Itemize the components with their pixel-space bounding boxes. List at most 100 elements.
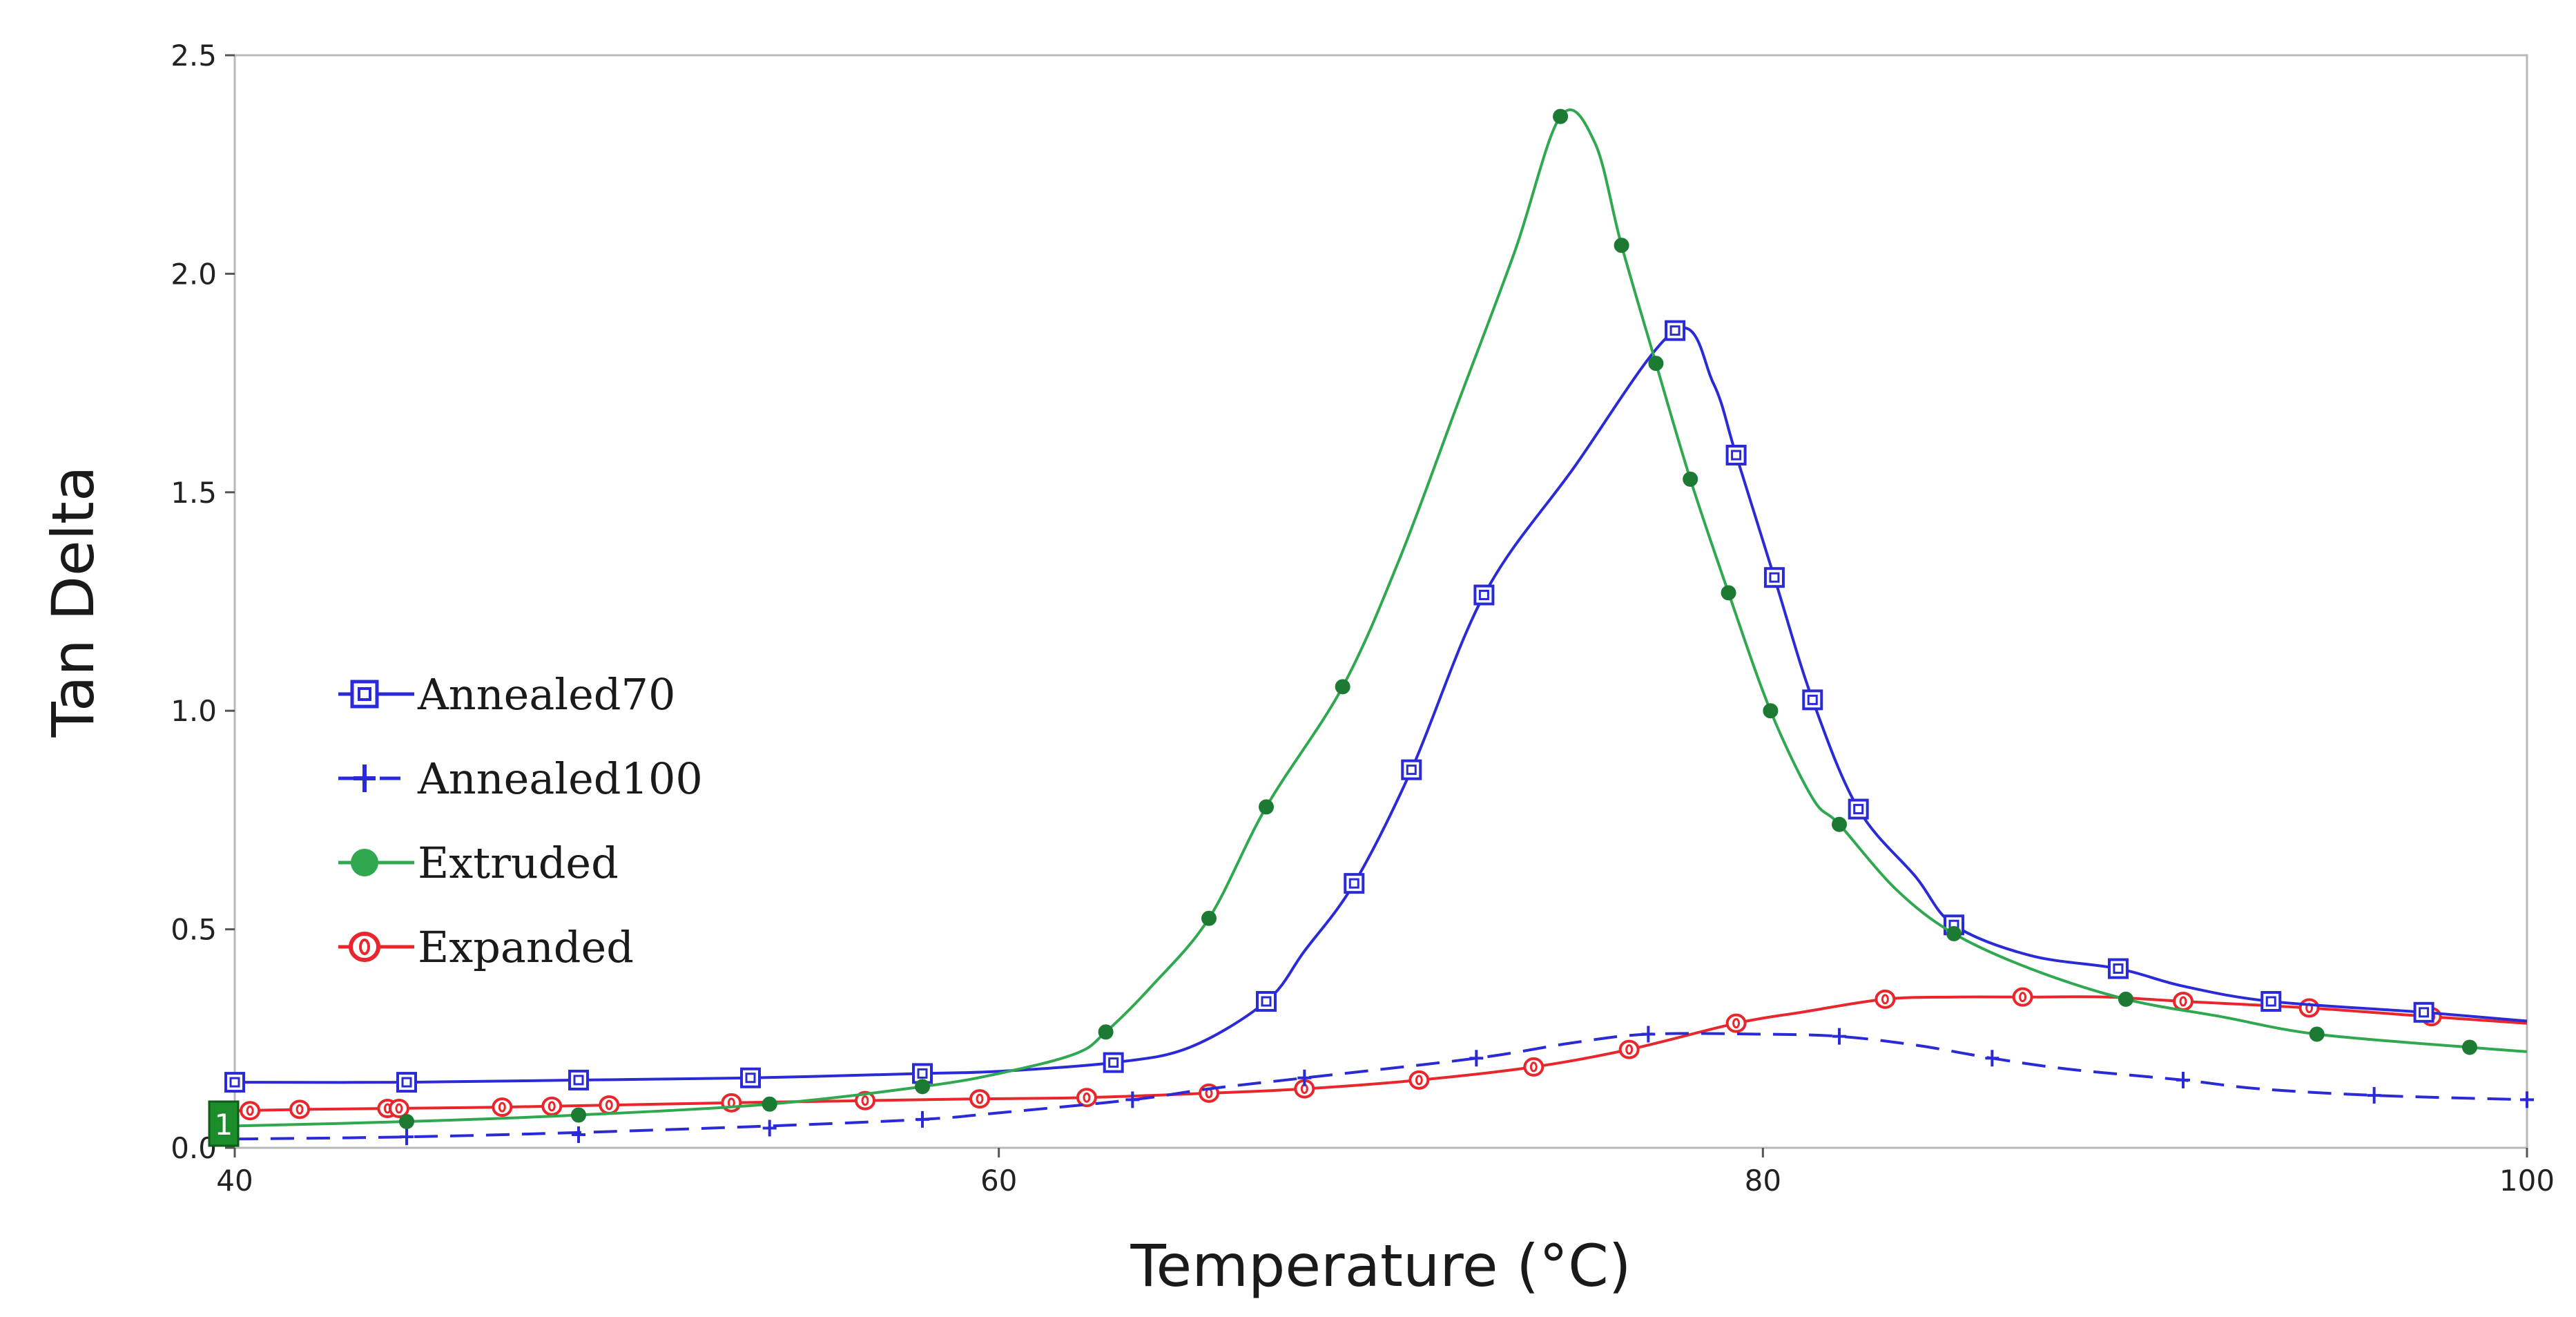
x-tick-label: 60 [980,1164,1017,1198]
data-point-annealed70 [1344,873,1365,894]
data-point-annealed70 [1725,445,1747,466]
data-point-extruded [1763,703,1779,719]
y-tick-label: 2.5 [171,39,217,73]
x-axis: 40 60 80 100 [216,1148,2555,1198]
data-point-extruded [571,1107,586,1123]
data-point-annealed70 [1848,798,1869,820]
legend-marker [351,849,378,876]
y-tick-label: 1.0 [171,694,217,728]
data-point-expanded [541,1096,563,1116]
data-point-annealed100 [1469,1050,1484,1067]
data-point-annealed70 [1665,320,1686,341]
x-axis-title: Temperature (°C) [1130,1232,1631,1300]
data-point-expanded [1875,989,1896,1009]
data-point-expanded [855,1090,875,1111]
data-point-expanded [2173,992,2194,1012]
data-point-extruded [1648,356,1664,372]
data-point-extruded [1335,679,1350,695]
data-point-annealed70 [1103,1052,1124,1073]
data-point-extruded [1721,585,1736,601]
data-point-annealed70 [568,1069,589,1090]
data-point-annealed100 [1832,1028,1846,1045]
y-axis: 0.00.51.01.52.02.5 [171,39,235,1165]
data-point-extruded [399,1114,414,1130]
legend-marker [354,765,376,792]
data-point-expanded [1725,1013,1747,1033]
series-line-annealed70 [234,326,2528,1084]
data-point-annealed70 [740,1067,761,1088]
data-point-extruded [1201,910,1217,926]
series-layer [224,108,2534,1146]
data-point-extruded [2462,1039,2477,1055]
data-point-expanded [289,1099,311,1119]
data-point-annealed70 [2107,958,2129,979]
data-point-annealed70 [1763,567,1785,588]
data-point-annealed70 [2413,1001,2434,1023]
legend-item-annealed70: Annealed70 [338,669,675,720]
x-tick-label: 80 [1745,1164,1781,1198]
data-point-expanded [599,1095,620,1115]
data-point-expanded [1523,1057,1544,1077]
data-point-annealed100 [1641,1026,1656,1043]
data-point-annealed100 [762,1119,777,1137]
data-point-annealed100 [1297,1069,1312,1086]
legend-item-expanded: Expanded [338,922,634,972]
series-extruded [234,108,2528,1130]
data-point-annealed70 [396,1072,417,1093]
data-point-annealed100 [2520,1091,2534,1108]
data-point-extruded [1683,471,1698,487]
cursor-marker-label: 1 [215,1108,233,1142]
series-line-annealed100 [234,1032,2528,1141]
legend-item-extruded: Extruded [338,838,619,888]
data-point-extruded [1553,108,1569,124]
x-tick-label: 40 [216,1164,253,1198]
legend-label-annealed100: Annealed100 [417,753,703,804]
legend-label-expanded: Expanded [418,922,634,972]
data-point-annealed100 [2176,1071,2190,1088]
data-point-annealed70 [2260,991,2282,1012]
data-point-annealed100 [400,1128,414,1146]
data-point-expanded [969,1089,990,1109]
y-tick-label: 2.0 [171,257,217,291]
data-point-expanded [240,1101,261,1121]
series-annealed100 [234,1026,2534,1146]
data-point-annealed100 [1985,1050,1999,1067]
data-point-annealed70 [1802,689,1823,711]
data-point-extruded [1259,799,1274,815]
y-tick-label: 1.5 [171,476,217,510]
series-line-extruded [234,108,2528,1128]
data-point-extruded [1098,1024,1114,1040]
data-point-expanded [492,1097,513,1117]
plot-frame [233,54,2528,1149]
data-point-expanded [1618,1039,1640,1059]
data-point-extruded [2309,1026,2325,1042]
data-point-expanded [388,1099,409,1119]
data-point-expanded [1408,1070,1430,1090]
data-point-annealed100 [572,1126,585,1144]
data-point-annealed100 [916,1111,929,1128]
legend-marker [350,680,379,709]
cursor-marker: 1 [208,1100,240,1147]
data-point-annealed70 [912,1063,933,1084]
data-point-expanded [2012,987,2033,1007]
data-point-annealed70 [1256,991,1277,1012]
cursor-marker-box [208,1100,240,1147]
data-point-expanded [2298,998,2320,1018]
series-annealed70 [224,320,2528,1093]
data-point-annealed70 [1473,584,1495,606]
data-point-extruded [1832,816,1847,832]
legend-item-annealed100: Annealed100 [338,753,703,804]
data-point-extruded [1614,238,1629,253]
data-point-annealed70 [224,1072,245,1093]
x-tick-label: 100 [2499,1164,2555,1198]
data-point-extruded [1946,925,1962,941]
data-point-annealed70 [1401,759,1422,780]
legend-marker [349,932,380,962]
data-point-annealed100 [1125,1091,1140,1108]
data-point-extruded [2118,991,2133,1007]
y-tick-label: 0.5 [171,913,217,947]
data-point-annealed100 [2367,1087,2381,1104]
data-point-extruded [762,1096,777,1112]
